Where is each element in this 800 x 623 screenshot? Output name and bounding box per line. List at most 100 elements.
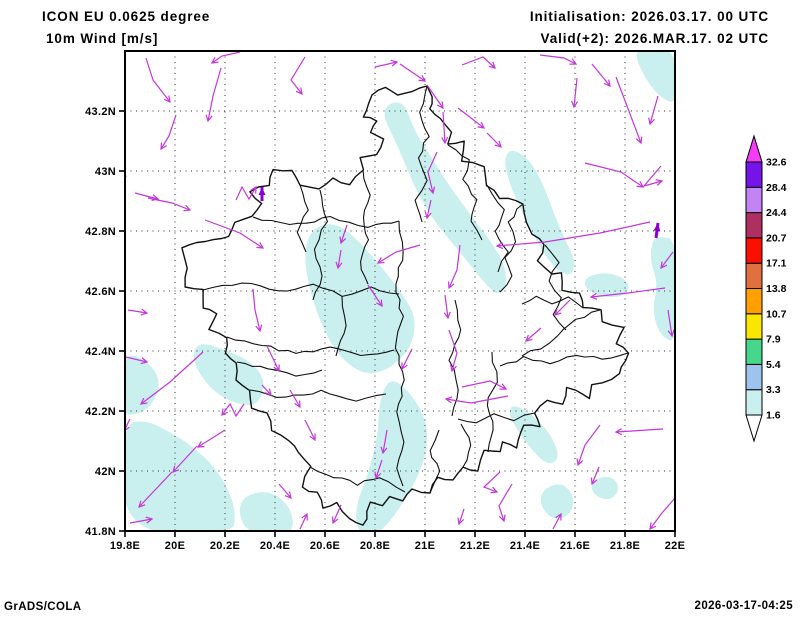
x-tick-label: 20.4E bbox=[260, 540, 290, 552]
municipality-boundary bbox=[499, 203, 524, 293]
map-area bbox=[125, 51, 675, 531]
wind-arrow bbox=[382, 429, 388, 454]
wind-arrow bbox=[140, 351, 204, 405]
x-tick-label: 19.8E bbox=[110, 540, 140, 552]
wind-arrow-head bbox=[495, 242, 504, 250]
colorbar-segment bbox=[745, 237, 763, 264]
wind-arrow-head bbox=[138, 500, 146, 508]
wind-arrow-head bbox=[221, 408, 229, 417]
wind-arrow bbox=[615, 76, 642, 144]
wind-arrow-head bbox=[273, 364, 280, 373]
wind-arrow bbox=[444, 294, 449, 319]
wind-arrow bbox=[525, 327, 542, 342]
wind-arrow-head bbox=[401, 362, 408, 371]
wind-arrow-head bbox=[284, 491, 292, 499]
municipality-boundary bbox=[544, 244, 567, 331]
wind-arrow bbox=[337, 249, 342, 269]
wind-shading-region bbox=[509, 406, 558, 464]
wind-shading-region bbox=[125, 355, 159, 415]
colorbar-segment bbox=[745, 363, 763, 391]
wind-arrow-head bbox=[649, 522, 657, 531]
x-tick-label: 20E bbox=[165, 540, 185, 552]
wind-arrow bbox=[278, 483, 292, 499]
x-tick-label: 21.8E bbox=[610, 540, 640, 552]
y-tick-label: 42.2N bbox=[85, 406, 116, 418]
x-tick-label: 21.4E bbox=[510, 540, 540, 552]
wind-arrow bbox=[590, 287, 666, 298]
axes: 19.8E 20E 20.2E 20.4E 20.6E 20.8E 21E 21.2E 21.4… bbox=[85, 106, 685, 552]
colorbar-label: 20.7 bbox=[766, 232, 787, 244]
wind-arrow-head bbox=[488, 61, 496, 69]
wind-arrow bbox=[290, 56, 306, 95]
municipality-boundary bbox=[429, 429, 441, 494]
wind-arrow bbox=[340, 224, 348, 244]
wind-shading-region bbox=[384, 102, 507, 294]
wind-arrow bbox=[426, 84, 444, 109]
wind-shading-region bbox=[650, 237, 675, 341]
wind-arrow bbox=[221, 402, 245, 418]
x-tick-label: 22E bbox=[665, 540, 685, 552]
wind-arrow-head bbox=[339, 236, 347, 245]
wind-arrow bbox=[377, 244, 421, 264]
wind-arrow bbox=[591, 63, 611, 87]
colorbar-label: 1.6 bbox=[766, 410, 781, 422]
wind-shading-region bbox=[636, 51, 675, 102]
wind-arrow bbox=[204, 219, 264, 249]
colorbar-label: 17.1 bbox=[766, 258, 787, 270]
municipality-boundary bbox=[486, 184, 509, 273]
colorbar-over-arrow bbox=[745, 134, 763, 163]
municipality-boundary bbox=[447, 144, 483, 241]
wind-arrow bbox=[261, 384, 272, 396]
wind-arrow bbox=[129, 518, 153, 524]
wind-arrow-head bbox=[590, 477, 598, 486]
x-tick-label: 21E bbox=[415, 540, 435, 552]
wind-arrow bbox=[615, 428, 664, 433]
colorbar-label: 32.6 bbox=[766, 157, 787, 169]
y-tick-label: 42N bbox=[95, 466, 116, 478]
colorbar-label: 7.9 bbox=[766, 334, 781, 346]
wind-arrow-head bbox=[498, 514, 506, 523]
municipality-boundary bbox=[448, 299, 462, 417]
y-tick-label: 41.8N bbox=[85, 526, 116, 538]
wind-arrow bbox=[374, 61, 398, 68]
wind-arrow bbox=[496, 221, 651, 247]
colorbar-segment bbox=[745, 262, 763, 290]
wind-arrow bbox=[448, 244, 461, 289]
wind-arrow-head bbox=[418, 74, 427, 82]
colorbar-label: 24.4 bbox=[766, 207, 787, 219]
wind-arrow bbox=[145, 57, 171, 103]
wind-arrow-head bbox=[494, 140, 502, 148]
wind-arrow bbox=[138, 471, 173, 508]
wind-arrow-head bbox=[450, 364, 457, 373]
wind-arrow-head bbox=[172, 465, 180, 473]
wind-arrow-head bbox=[374, 471, 382, 480]
colorbar-segment bbox=[745, 212, 763, 239]
wind-shading-region bbox=[505, 150, 575, 275]
wind-arrow bbox=[197, 429, 226, 448]
wind-arrow-head bbox=[196, 441, 205, 448]
wind-arrow-head bbox=[603, 79, 611, 88]
wind-arrow-head bbox=[571, 100, 579, 109]
wind-arrow-head bbox=[145, 516, 154, 524]
municipality-boundary bbox=[521, 295, 584, 309]
wind-arrow-head bbox=[499, 383, 508, 390]
wind-arrow bbox=[539, 54, 577, 65]
wind-arrow-head bbox=[525, 334, 533, 342]
wind-arrow-head bbox=[569, 58, 578, 65]
y-tick-label: 42.4N bbox=[85, 346, 116, 358]
colorbar-segment bbox=[745, 161, 763, 188]
y-tick-label: 43N bbox=[95, 166, 116, 178]
wind-shading-region bbox=[584, 273, 629, 298]
municipality-boundary bbox=[499, 352, 629, 367]
wind-arrow-head bbox=[125, 426, 130, 432]
wind-arrow bbox=[660, 251, 674, 269]
wind-arrow-head bbox=[140, 357, 149, 365]
wind-shading-region bbox=[356, 381, 428, 531]
wind-arrow bbox=[426, 199, 432, 219]
wind-shading-region bbox=[540, 484, 574, 519]
colorbar-segment bbox=[745, 389, 763, 416]
municipality-boundary bbox=[335, 295, 347, 357]
wind-arrow bbox=[127, 309, 148, 314]
country-boundary bbox=[181, 85, 630, 526]
x-tick-label: 20.6E bbox=[310, 540, 340, 552]
